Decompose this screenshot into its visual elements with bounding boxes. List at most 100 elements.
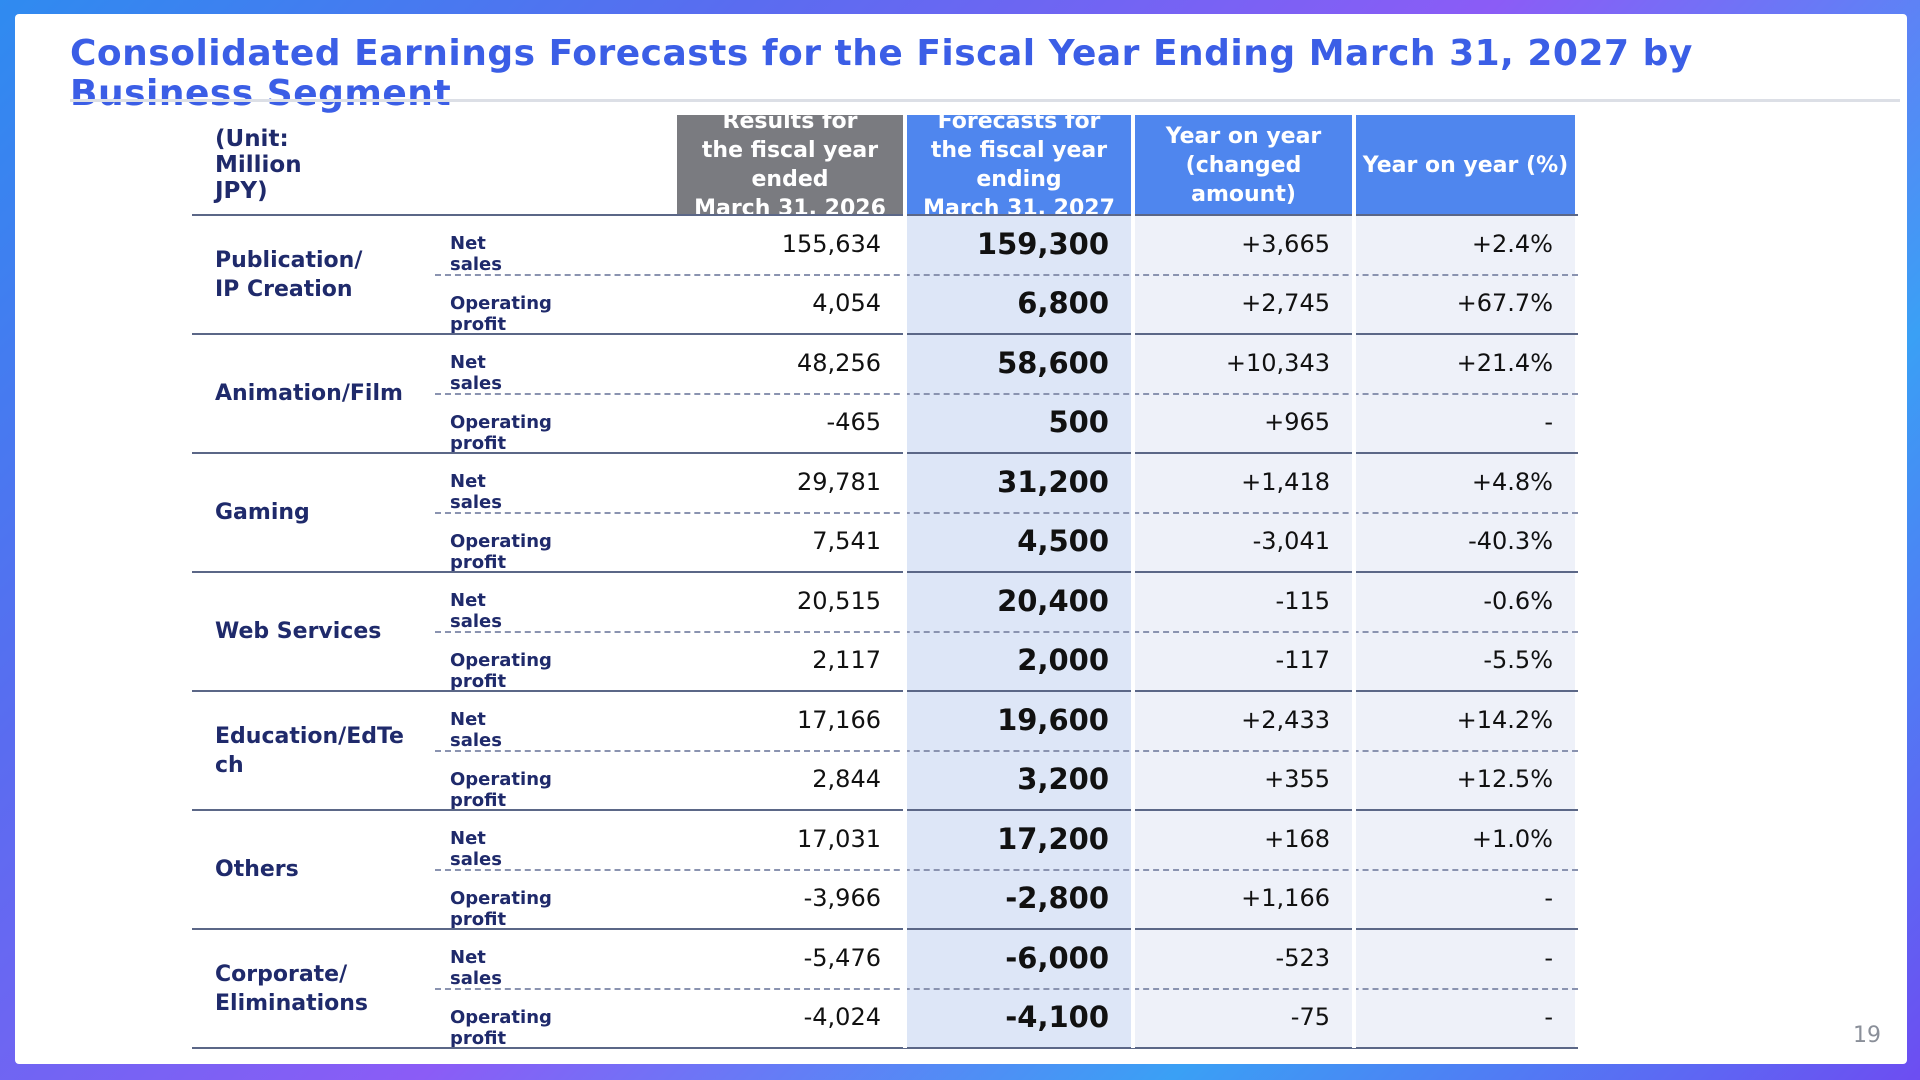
- yoy-pct-value: -: [1544, 1003, 1553, 1032]
- segment-name: Gaming: [215, 500, 310, 525]
- yoy-amount-value: +2,433: [1241, 705, 1330, 734]
- segment-divider: [192, 571, 1578, 573]
- yoy-pct-value: -: [1544, 884, 1553, 913]
- segment-name: Web Services: [215, 619, 382, 644]
- results-value: -5,476: [803, 943, 881, 972]
- results-value: 17,031: [797, 824, 881, 853]
- segment-name: Corporate/ Eliminations: [215, 961, 369, 1016]
- forecast-value: 500: [1048, 405, 1109, 440]
- forecast-value: 4,500: [1017, 524, 1109, 559]
- forecast-value: -2,800: [1005, 881, 1109, 916]
- page-number: 19: [1853, 1023, 1881, 1048]
- yoy-pct-value: +14.2%: [1456, 705, 1553, 734]
- forecast-value: -4,100: [1005, 1000, 1109, 1035]
- segment-name: Education/EdTe ch: [215, 723, 404, 778]
- yoy-pct-value: +1.0%: [1471, 824, 1553, 853]
- yoy-amount-value: -117: [1275, 646, 1330, 675]
- forecast-value: 58,600: [997, 345, 1109, 380]
- forecast-value: 2,000: [1017, 643, 1109, 678]
- yoy-pct-value: -5.5%: [1483, 646, 1553, 675]
- segment-divider: [192, 452, 1578, 454]
- yoy-amount-value: +355: [1264, 765, 1330, 794]
- header-yoy-pct: Year on year (%): [1356, 115, 1575, 215]
- column-separator: [1131, 115, 1135, 1048]
- segment-divider: [192, 690, 1578, 692]
- metric-label: Operating profit: [450, 887, 552, 930]
- yoy-amount-value: +3,665: [1241, 229, 1330, 258]
- yoy-amount-value: -115: [1275, 586, 1330, 615]
- results-value: -3,966: [803, 884, 881, 913]
- row-divider-dashed: [435, 511, 1578, 514]
- forecast-value: 17,200: [997, 821, 1109, 856]
- unit-label: (Unit: Million JPY): [215, 126, 302, 204]
- header-forecasts: Forecasts for the fiscal year ending Mar…: [907, 109, 1131, 221]
- row-divider-dashed: [435, 273, 1578, 276]
- title-divider: [70, 99, 1900, 102]
- segment-divider: [192, 1047, 1578, 1049]
- yoy-amount-value: -523: [1275, 943, 1330, 972]
- yoy-amount-value: +965: [1264, 408, 1330, 437]
- results-value: 2,844: [812, 765, 881, 794]
- yoy-pct-value: +12.5%: [1456, 765, 1553, 794]
- page-title: Consolidated Earnings Forecasts for the …: [70, 33, 1693, 114]
- yoy-pct-value: +4.8%: [1471, 467, 1553, 496]
- row-divider-dashed: [435, 749, 1578, 752]
- results-value: 48,256: [797, 348, 881, 377]
- forecast-value: 19,600: [997, 702, 1109, 737]
- forecast-value: 159,300: [976, 226, 1109, 261]
- row-divider-dashed: [435, 868, 1578, 871]
- metric-label: Net sales: [450, 947, 502, 989]
- forecast-value: 20,400: [997, 583, 1109, 618]
- metric-label: Net sales: [450, 828, 502, 870]
- metric-label: Operating profit: [450, 530, 552, 573]
- results-value: -4,024: [803, 1003, 881, 1032]
- metric-label: Net sales: [450, 590, 502, 632]
- metric-label: Net sales: [450, 471, 502, 513]
- forecast-value: 3,200: [1017, 762, 1109, 797]
- metric-label: Operating profit: [450, 411, 552, 454]
- yoy-pct-value: -: [1544, 408, 1553, 437]
- header-results: Results for the fiscal year ended March …: [677, 109, 903, 221]
- results-value: 4,054: [812, 289, 881, 318]
- results-value: 2,117: [812, 646, 881, 675]
- metric-label: Operating profit: [450, 1006, 552, 1049]
- segment-name: Publication/ IP Creation: [215, 247, 363, 302]
- forecast-value: -6,000: [1005, 940, 1109, 975]
- segment-name: Animation/Film: [215, 381, 403, 406]
- column-separator: [903, 115, 907, 1048]
- segment-divider: [192, 333, 1578, 335]
- results-value: 155,634: [781, 229, 881, 258]
- yoy-amount-value: +10,343: [1225, 348, 1330, 377]
- metric-label: Net sales: [450, 233, 502, 275]
- yoy-pct-value: +67.7%: [1456, 289, 1553, 318]
- yoy-pct-value: -0.6%: [1483, 586, 1553, 615]
- yoy-pct-value: -40.3%: [1468, 527, 1553, 556]
- header-forecasts-text: Forecasts for the fiscal year ending Mar…: [923, 109, 1115, 221]
- yoy-amount-value: +168: [1264, 824, 1330, 853]
- yoy-amount-value: +2,745: [1241, 289, 1330, 318]
- metric-label: Net sales: [450, 352, 502, 394]
- metric-label: Net sales: [450, 709, 502, 751]
- results-value: 20,515: [797, 586, 881, 615]
- yoy-amount-value: +1,166: [1241, 884, 1330, 913]
- results-value: 7,541: [812, 527, 881, 556]
- results-value: -465: [826, 408, 881, 437]
- yoy-pct-value: -: [1544, 943, 1553, 972]
- results-value: 17,166: [797, 705, 881, 734]
- slide: Consolidated Earnings Forecasts for the …: [15, 14, 1907, 1064]
- yoy-pct-value: +21.4%: [1456, 348, 1553, 377]
- header-yoy-amount-text: Year on year (changed amount): [1165, 123, 1322, 207]
- row-divider-dashed: [435, 392, 1578, 395]
- header-yoy-amount: Year on year (changed amount): [1135, 115, 1352, 215]
- yoy-amount-value: -75: [1290, 1003, 1330, 1032]
- segment-name: Others: [215, 857, 299, 882]
- metric-label: Operating profit: [450, 292, 552, 335]
- header-yoy-pct-text: Year on year (%): [1362, 152, 1569, 178]
- yoy-amount-value: +1,418: [1241, 467, 1330, 496]
- results-value: 29,781: [797, 467, 881, 496]
- segment-divider: [192, 928, 1578, 930]
- column-separator: [1352, 115, 1356, 1048]
- yoy-pct-value: +2.4%: [1471, 229, 1553, 258]
- metric-label: Operating profit: [450, 649, 552, 692]
- header-results-text: Results for the fiscal year ended March …: [694, 109, 886, 221]
